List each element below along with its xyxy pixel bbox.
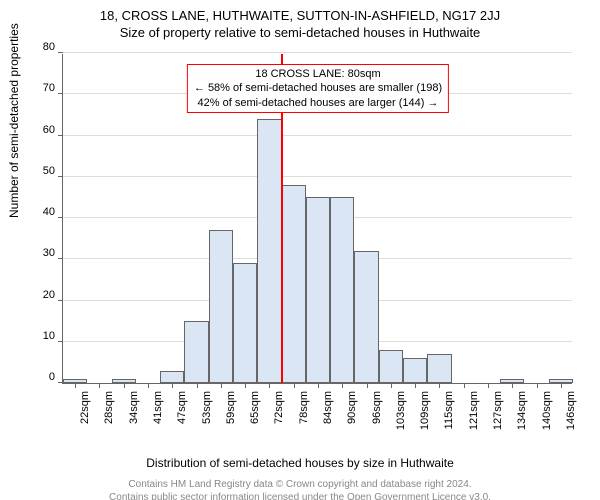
- y-tick-label: 0: [49, 371, 63, 383]
- x-tick-mark: [561, 383, 562, 388]
- x-tick-label: 59sqm: [225, 391, 237, 424]
- x-tick-mark: [367, 383, 368, 388]
- x-tick-label: 72sqm: [273, 391, 285, 424]
- x-tick-mark: [512, 383, 513, 388]
- x-tick-mark: [318, 383, 319, 388]
- plot-area: 0102030405060708022sqm28sqm34sqm41sqm47s…: [62, 54, 572, 384]
- histogram-bar: [184, 321, 208, 383]
- x-tick-label: 28sqm: [103, 391, 115, 424]
- x-tick-label: 127sqm: [492, 391, 504, 430]
- x-tick-label: 41sqm: [152, 391, 164, 424]
- histogram-bar: [354, 251, 378, 383]
- x-tick-label: 103sqm: [395, 391, 407, 430]
- x-tick-label: 115sqm: [443, 391, 455, 429]
- annotation-line1: 18 CROSS LANE: 80sqm: [255, 68, 380, 80]
- annotation-box: 18 CROSS LANE: 80sqm ← 58% of semi-detach…: [187, 64, 449, 113]
- y-tick-label: 60: [43, 124, 63, 136]
- x-tick-label: 53sqm: [201, 391, 213, 424]
- x-tick-mark: [75, 383, 76, 388]
- x-tick-label: 140sqm: [541, 391, 553, 430]
- x-tick-label: 22sqm: [79, 391, 91, 424]
- x-tick-mark: [148, 383, 149, 388]
- x-tick-mark: [269, 383, 270, 388]
- histogram-bar: [403, 358, 427, 383]
- attribution-line2: Contains public sector information licen…: [109, 492, 491, 500]
- y-tick-label: 40: [43, 206, 63, 218]
- x-tick-mark: [342, 383, 343, 388]
- histogram-bar: [209, 230, 233, 383]
- y-tick-label: 50: [43, 165, 63, 177]
- x-tick-mark: [245, 383, 246, 388]
- y-tick-label: 20: [43, 289, 63, 301]
- annotation-line2: ← 58% of semi-detached houses are smalle…: [194, 82, 442, 94]
- x-axis-label: Distribution of semi-detached houses by …: [146, 456, 454, 470]
- x-tick-mark: [294, 383, 295, 388]
- x-tick-mark: [197, 383, 198, 388]
- x-tick-mark: [99, 383, 100, 388]
- annotation-line3: 42% of semi-detached houses are larger (…: [198, 97, 439, 109]
- title-line1: 18, CROSS LANE, HUTHWAITE, SUTTON-IN-ASH…: [0, 8, 600, 23]
- histogram-bar: [427, 354, 451, 383]
- chart-container: 18, CROSS LANE, HUTHWAITE, SUTTON-IN-ASH…: [0, 8, 600, 500]
- gridline: [63, 176, 572, 177]
- attribution-text: Contains HM Land Registry data © Crown c…: [109, 479, 491, 500]
- x-tick-label: 96sqm: [371, 391, 383, 424]
- histogram-bar: [282, 185, 306, 383]
- x-tick-mark: [439, 383, 440, 388]
- y-axis-label: Number of semi-detached properties: [7, 23, 21, 218]
- x-tick-label: 34sqm: [128, 391, 140, 424]
- y-tick-label: 70: [43, 82, 63, 94]
- x-tick-label: 121sqm: [468, 391, 480, 430]
- histogram-bar: [160, 371, 184, 383]
- x-tick-label: 90sqm: [346, 391, 358, 424]
- x-tick-label: 47sqm: [176, 391, 188, 424]
- x-tick-mark: [537, 383, 538, 388]
- histogram-bar: [233, 263, 257, 383]
- title-line2: Size of property relative to semi-detach…: [0, 25, 600, 40]
- histogram-bar: [257, 119, 281, 383]
- x-tick-label: 134sqm: [516, 391, 528, 430]
- x-tick-mark: [488, 383, 489, 388]
- attribution-line1: Contains HM Land Registry data © Crown c…: [128, 479, 471, 490]
- x-tick-mark: [221, 383, 222, 388]
- x-tick-label: 146sqm: [565, 391, 577, 430]
- x-tick-mark: [391, 383, 392, 388]
- y-tick-label: 80: [43, 41, 63, 53]
- y-tick-label: 30: [43, 247, 63, 259]
- x-tick-label: 78sqm: [298, 391, 310, 424]
- histogram-bar: [379, 350, 403, 383]
- x-tick-mark: [172, 383, 173, 388]
- x-tick-mark: [124, 383, 125, 388]
- x-tick-mark: [464, 383, 465, 388]
- gridline: [63, 52, 572, 53]
- x-tick-label: 84sqm: [322, 391, 334, 424]
- histogram-bar: [330, 197, 354, 383]
- titles: 18, CROSS LANE, HUTHWAITE, SUTTON-IN-ASH…: [0, 8, 600, 40]
- x-tick-mark: [415, 383, 416, 388]
- histogram-bar: [306, 197, 330, 383]
- x-tick-label: 109sqm: [419, 391, 431, 430]
- x-tick-label: 65sqm: [249, 391, 261, 424]
- y-tick-label: 10: [43, 330, 63, 342]
- gridline: [63, 135, 572, 136]
